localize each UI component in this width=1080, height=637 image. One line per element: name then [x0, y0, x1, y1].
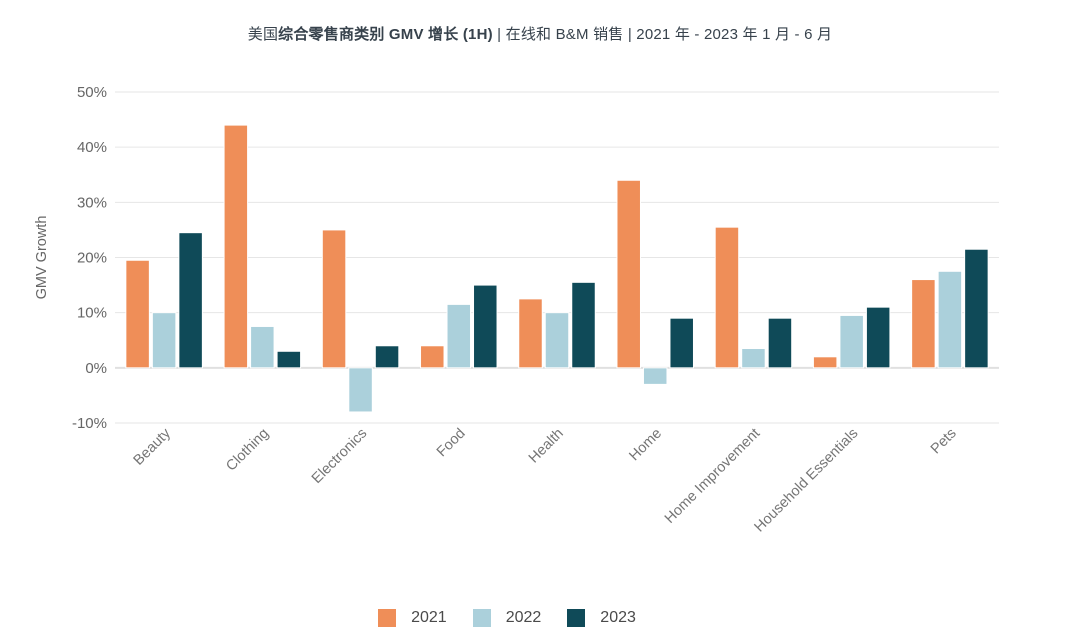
bar-2021-health	[518, 298, 543, 369]
x-label-home: Home	[626, 426, 665, 465]
bar-2021-household-essentials	[812, 356, 838, 369]
bar-2022-electronics	[348, 367, 373, 413]
gmv-growth-bar-chart: 50% 40% 30% 20% 10% 0% -10% GMV Growth Beauty Clo…	[34, 84, 999, 536]
x-label-clothing: Clothing	[223, 426, 272, 475]
legend-label-2022: 2022	[505, 609, 542, 626]
bar-2021-home	[616, 179, 641, 369]
bar-2021-beauty	[125, 259, 150, 369]
legend-swatch-2022	[472, 609, 491, 627]
bar-2023-home	[669, 317, 694, 369]
chart-title: 美国综合零售商类别 GMV 增长 (1H) | 在线和 B&M 销售 | 202…	[0, 25, 1080, 45]
bar-2023-pets	[964, 248, 989, 369]
x-label-health: Health	[526, 426, 567, 467]
legend-swatch-2021	[378, 609, 397, 627]
y-axis-title: GMV Growth	[34, 216, 50, 300]
bar-2023-food	[473, 284, 498, 369]
chart-title-bold: 综合零售商类别 GMV 增长 (1H)	[278, 26, 493, 43]
bar-2021-home-improvement	[714, 226, 740, 369]
chart-title-prefix: 美国	[247, 26, 279, 43]
bar-2023-household-essentials	[865, 306, 891, 369]
bar-2022-household-essentials	[839, 314, 864, 369]
bar-2023-electronics	[374, 345, 400, 369]
x-label-beauty: Beauty	[131, 425, 175, 469]
bar-2021-pets	[911, 279, 936, 369]
legend-item-2021: 2021	[378, 609, 447, 627]
x-label-food: Food	[434, 426, 469, 461]
y-tick-label-30: 30%	[77, 194, 107, 211]
bar-2022-home-improvement	[741, 348, 766, 369]
bar-2022-clothing	[250, 325, 275, 369]
y-tick-label-20: 20%	[77, 250, 107, 267]
bar-2023-beauty	[178, 232, 203, 369]
y-tick-label--10: -10%	[72, 415, 107, 432]
x-label-household-essentials: Household Essentials	[752, 426, 862, 536]
legend-item-2022: 2022	[472, 609, 542, 627]
y-tick-label-10: 10%	[77, 305, 107, 322]
bar-2022-beauty	[151, 312, 177, 369]
legend-label-2021: 2021	[411, 609, 447, 626]
bar-2021-electronics	[321, 229, 347, 369]
x-label-home-improvement: Home Improvement	[662, 426, 763, 527]
bar-2021-clothing	[223, 124, 249, 369]
x-label-electronics: Electronics	[309, 426, 370, 487]
bar-2023-health	[571, 281, 596, 369]
bar-2023-home-improvement	[767, 317, 793, 369]
bar-2022-pets	[937, 270, 963, 369]
bar-2021-food	[420, 345, 445, 369]
x-label-pets: Pets	[928, 426, 960, 458]
y-tick-label-40: 40%	[77, 139, 107, 156]
chart-title-suffix: | 在线和 B&M 销售 | 2021 年 - 2023 年 1 月 - 6 月	[492, 26, 833, 43]
legend-swatch-2023	[567, 609, 586, 627]
chart-legend: 2021 2022 2023	[0, 606, 1014, 630]
bar-2022-health	[544, 312, 570, 369]
y-tick-label-0: 0%	[85, 360, 107, 377]
legend-label-2023: 2023	[600, 609, 636, 626]
bar-2022-home	[642, 367, 668, 385]
bar-2022-food	[446, 303, 472, 369]
y-tick-label-50: 50%	[77, 84, 107, 101]
legend-item-2023: 2023	[567, 609, 636, 627]
bar-2023-clothing	[276, 350, 302, 369]
